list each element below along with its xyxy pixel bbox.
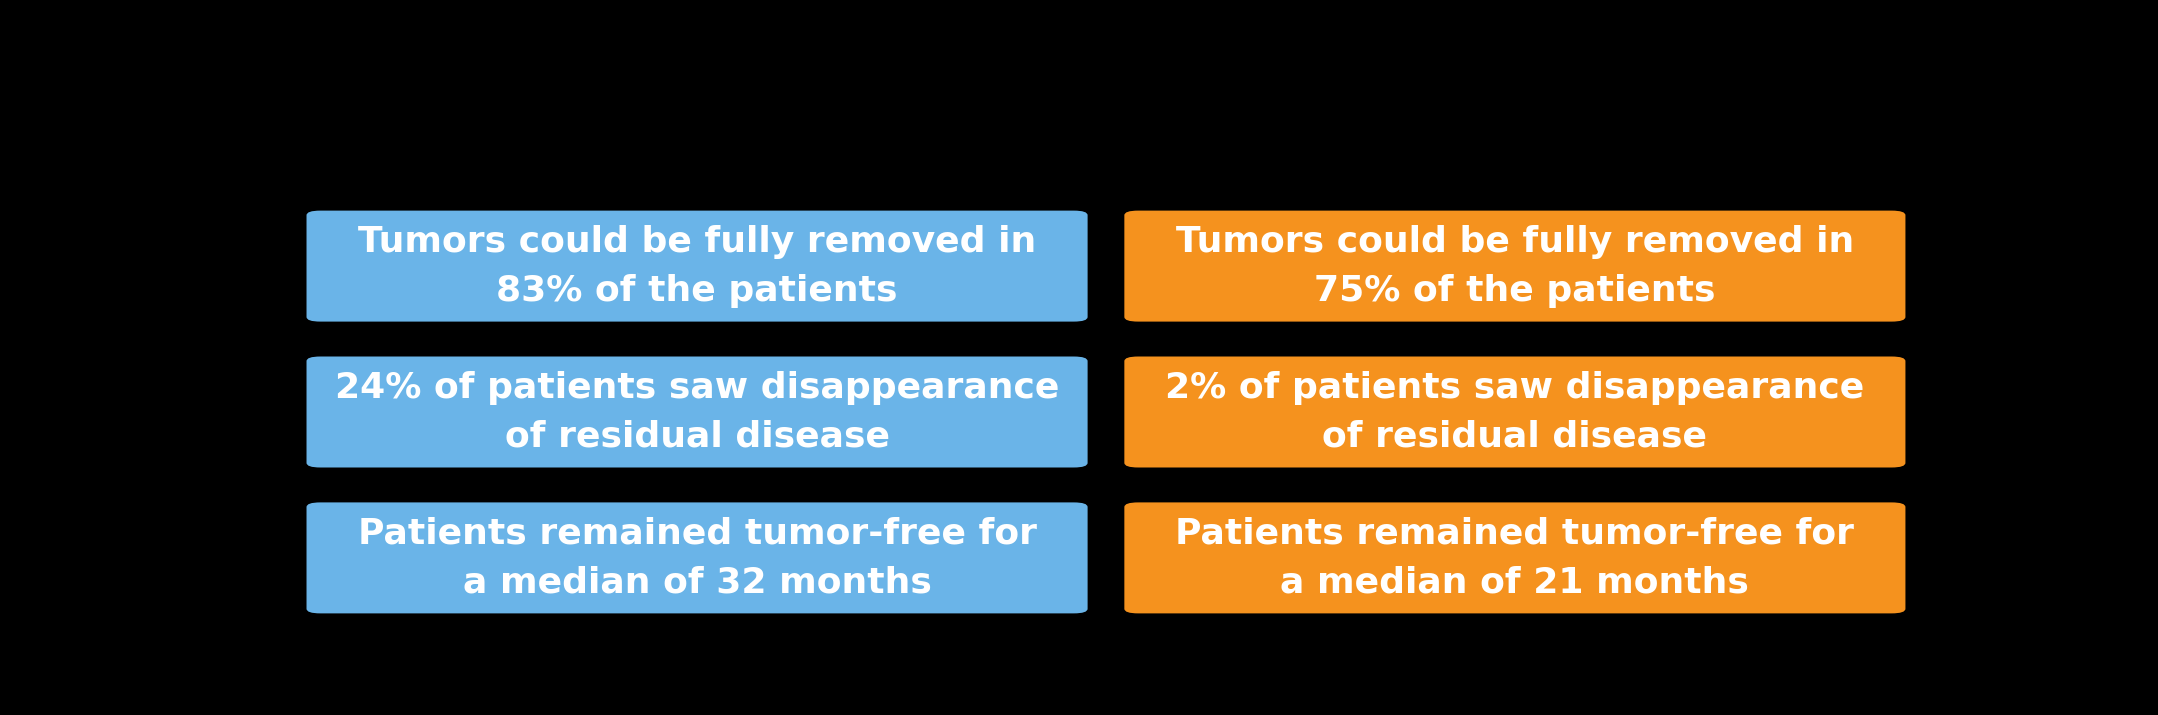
FancyBboxPatch shape bbox=[306, 503, 1088, 613]
FancyBboxPatch shape bbox=[1124, 357, 1906, 468]
FancyBboxPatch shape bbox=[306, 357, 1088, 468]
Text: Patients remained tumor-free for
a median of 21 months: Patients remained tumor-free for a media… bbox=[1176, 516, 1854, 599]
Text: 24% of patients saw disappearance
of residual disease: 24% of patients saw disappearance of res… bbox=[334, 370, 1060, 453]
FancyBboxPatch shape bbox=[1124, 503, 1906, 613]
Text: 2% of patients saw disappearance
of residual disease: 2% of patients saw disappearance of resi… bbox=[1165, 370, 1865, 453]
Text: Patients remained tumor-free for
a median of 32 months: Patients remained tumor-free for a media… bbox=[358, 516, 1036, 599]
FancyBboxPatch shape bbox=[1124, 211, 1906, 322]
Text: Tumors could be fully removed in
83% of the patients: Tumors could be fully removed in 83% of … bbox=[358, 225, 1036, 307]
FancyBboxPatch shape bbox=[306, 211, 1088, 322]
Text: Tumors could be fully removed in
75% of the patients: Tumors could be fully removed in 75% of … bbox=[1176, 225, 1854, 307]
